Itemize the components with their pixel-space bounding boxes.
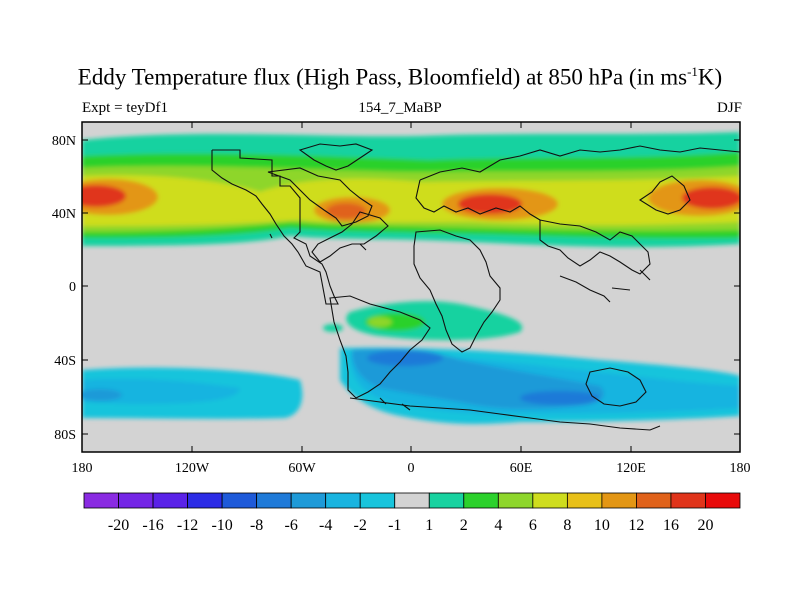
coast-asia [539, 219, 651, 275]
colorbar-swatch [118, 492, 154, 509]
x-tick-label: 60W [288, 461, 316, 476]
colorbar-label: -2 [354, 517, 367, 534]
coast-canada-arctic [267, 167, 373, 227]
coast-europe-south [415, 179, 541, 221]
tick-marks [81, 122, 741, 452]
colorbar-swatch [256, 492, 292, 509]
colorbar-label: 10 [594, 517, 610, 534]
contour-map [82, 122, 740, 452]
colorbar-swatch [670, 492, 706, 509]
sh-blue-west-core [82, 389, 122, 401]
colorbar-label: 8 [563, 517, 571, 534]
colorbar-label: 4 [494, 517, 502, 534]
x-tick-label: 180 [730, 461, 751, 476]
coast-usa-east [311, 211, 389, 263]
colorbar-swatch [325, 492, 361, 509]
colorbar-label: -20 [108, 517, 129, 534]
x-tick-label: 120E [616, 461, 646, 476]
sh-america-lime [368, 317, 392, 327]
coastlines [211, 143, 740, 431]
coast-south-america [329, 295, 431, 399]
x-tick-label: 0 [408, 461, 415, 476]
colorbar-swatch [83, 492, 119, 509]
colorbar-swatch [290, 492, 327, 509]
y-tick-label: 40N [52, 207, 76, 222]
colorbar-swatch [394, 492, 430, 509]
nh-red-asia [458, 194, 522, 214]
colorbar-swatch [463, 492, 499, 509]
colorbar-label: -6 [284, 517, 297, 534]
sh-darkblue-core [367, 350, 443, 366]
colorbar-label: 12 [628, 517, 644, 534]
colorbar-swatch [221, 492, 258, 509]
colorbar-label: 1 [425, 517, 433, 534]
run-label: 154_7_MaBP [358, 100, 442, 116]
x-tick-label: 120W [175, 461, 210, 476]
colorbar-swatch [359, 492, 396, 509]
colorbar-swatch [428, 492, 465, 509]
y-tick-label: 80N [52, 134, 76, 149]
colorbar-label: -16 [142, 517, 163, 534]
colorbar-label: -10 [211, 517, 232, 534]
nh-red-pac [682, 187, 740, 209]
coast-asia-pacific [638, 175, 691, 215]
colorbar-swatch [566, 492, 603, 509]
colorbar-label: 6 [529, 517, 537, 534]
coast-islands [269, 233, 651, 411]
colorbar-swatch [705, 492, 741, 509]
colorbar-label: 16 [663, 517, 679, 534]
coast-europe [419, 145, 740, 181]
y-tick-label: 80S [54, 428, 76, 443]
colorbar-label: -1 [388, 517, 401, 534]
colorbar-label: -12 [177, 517, 198, 534]
colorbar-swatch [187, 492, 223, 509]
colorbar-swatch [601, 492, 637, 509]
colorbar: -20 -16 -12 -10 -8 -6 -4 -2 -1 1 2 4 6 8 10 12 16 20 [83, 492, 741, 534]
sh-darkblue-core2 [520, 391, 600, 405]
colorbar-swatch [497, 492, 534, 509]
coast-australia [585, 367, 647, 407]
coast-north-america [211, 149, 339, 305]
coast-greenland [298, 143, 374, 171]
nh-yellow-band [82, 175, 740, 226]
coast-antarctica [349, 397, 661, 431]
x-axis-labels: 180 120W 60W 0 60E 120E 180 [72, 461, 751, 476]
colorbar-label: -4 [319, 517, 332, 534]
nh-red-atl [326, 203, 366, 219]
y-tick-label: 0 [69, 280, 76, 295]
sh-teal-small [323, 324, 343, 332]
colorbar-label: 20 [697, 517, 713, 534]
sh-lightblue-west [82, 378, 240, 404]
y-tick-label: 40S [54, 354, 76, 369]
colorbar-label: 2 [460, 517, 468, 534]
coast-africa [413, 229, 501, 353]
x-tick-label: 60E [510, 461, 533, 476]
chart-title: Eddy Temperature flux (High Pass, Bloomf… [77, 64, 723, 90]
colorbar-swatch [152, 492, 188, 509]
nh-red-west [82, 185, 126, 207]
x-tick-label: 180 [72, 461, 93, 476]
season-label: DJF [716, 100, 742, 116]
colorbar-label: -8 [250, 517, 263, 534]
experiment-label: Expt = teyDf1 [82, 100, 168, 116]
colorbar-swatch [636, 492, 672, 509]
y-axis-labels: 80N 40N 0 40S 80S [52, 134, 76, 443]
colorbar-swatch [532, 492, 568, 509]
